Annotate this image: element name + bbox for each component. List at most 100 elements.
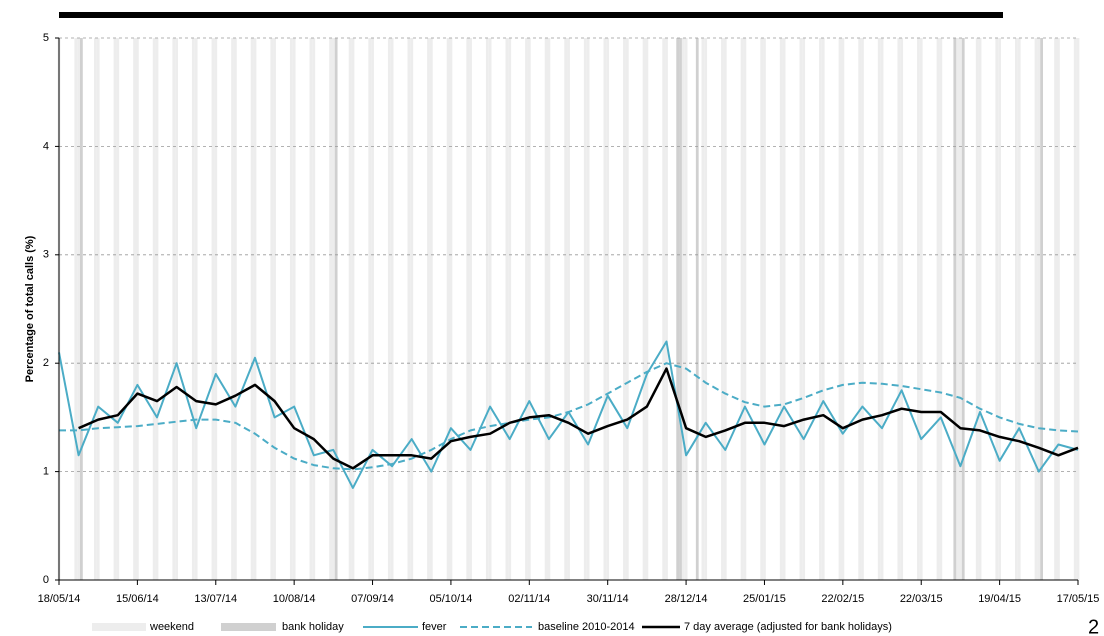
weekend-band: [723, 38, 727, 580]
weekend-band: [704, 38, 708, 580]
weekend-band: [861, 38, 864, 580]
y-tick-label: 4: [43, 140, 49, 152]
legend-label: baseline 2010-2014: [538, 621, 635, 633]
legend-label: fever: [422, 621, 447, 633]
weekend-band: [877, 38, 881, 580]
weekend-band: [331, 38, 335, 580]
weekend-band: [368, 38, 372, 580]
x-tick-label: 22/02/15: [821, 593, 864, 605]
x-tick-label: 22/03/15: [900, 593, 943, 605]
bank-holiday-band: [1040, 38, 1044, 580]
weekend-band: [821, 38, 825, 580]
weekend-band: [449, 38, 453, 580]
weekend-band: [665, 38, 668, 580]
weekend-band: [233, 38, 237, 580]
weekend-band: [763, 38, 766, 580]
weekend-band: [1034, 38, 1038, 580]
weekend-band: [998, 38, 1002, 580]
weekend-band: [1076, 38, 1080, 580]
weekend-band: [387, 38, 391, 580]
weekend-band: [917, 38, 920, 580]
x-tick-label: 10/08/14: [273, 593, 316, 605]
weekend-band: [113, 38, 117, 580]
y-tick-label: 0: [43, 574, 49, 586]
weekend-band: [779, 38, 783, 580]
weekend-band: [77, 38, 80, 580]
weekend-band: [446, 38, 450, 580]
weekend-band: [348, 38, 352, 580]
weekend-band: [289, 38, 293, 580]
y-tick-label: 3: [43, 249, 49, 261]
legend-swatch: [221, 623, 276, 631]
weekend-band: [116, 38, 120, 580]
weekend-band: [544, 38, 548, 580]
x-tick-label: 05/10/14: [430, 593, 473, 605]
weekend-band: [508, 38, 512, 580]
weekend-band: [603, 38, 607, 580]
weekend-band: [802, 38, 806, 580]
weekend-band: [194, 38, 198, 580]
bank-holiday-band: [79, 38, 83, 580]
weekend-band: [819, 38, 822, 580]
weekend-band: [919, 38, 923, 580]
weekend-band: [292, 38, 296, 580]
bank-holiday-band: [961, 38, 965, 580]
weekend-band: [270, 38, 274, 580]
weekend-band: [93, 38, 97, 580]
legend-label: weekend: [149, 621, 194, 633]
weekend-band: [96, 38, 100, 580]
bank-holiday-band: [695, 38, 699, 580]
series-line: [78, 367, 1079, 470]
bank-holiday-band: [334, 38, 338, 580]
weekend-band: [429, 38, 433, 580]
weekend-band: [743, 38, 747, 580]
weekend-band: [995, 38, 999, 580]
weekend-band: [407, 38, 411, 580]
weekend-band: [309, 38, 313, 580]
weekend-band: [838, 38, 842, 580]
weekend-band: [547, 38, 551, 580]
bands: [57, 38, 1080, 580]
weekend-band: [525, 38, 528, 580]
grid: [59, 37, 1078, 473]
weekend-band: [564, 38, 568, 580]
weekend-band: [211, 38, 215, 580]
weekend-band: [329, 38, 332, 580]
x-tick-label: 25/01/15: [743, 593, 786, 605]
page-number: 2: [1088, 616, 1099, 636]
weekend-band: [214, 38, 218, 580]
x-tick-label: 30/11/14: [587, 593, 629, 605]
weekend-band: [841, 38, 845, 580]
weekend-band: [623, 38, 626, 580]
weekend-band: [760, 38, 764, 580]
weekend-band: [485, 38, 489, 580]
header-bar: [59, 12, 1003, 18]
y-tick-label: 5: [43, 32, 49, 44]
weekend-band: [488, 38, 492, 580]
weekend-band: [567, 38, 570, 580]
weekend-band: [135, 38, 139, 580]
legend-swatch: [92, 623, 146, 631]
weekend-band: [959, 38, 962, 580]
weekend-band: [939, 38, 943, 580]
weekend-band: [1017, 38, 1021, 580]
bank-holiday-band: [676, 38, 680, 580]
weekend-band: [152, 38, 156, 580]
weekend-band: [684, 38, 688, 580]
weekend-band: [606, 38, 610, 580]
bank-holiday-band: [679, 38, 682, 580]
axes: 0 1 2 3 4 5 18/05/14 15/06/14 13/07/14 10/08/14 07…: [38, 32, 1100, 605]
weekend-band: [74, 38, 78, 580]
weekend-band: [410, 38, 414, 580]
weekend-band: [782, 38, 786, 580]
y-tick-label: 2: [43, 357, 49, 369]
weekend-band: [273, 38, 276, 580]
weekend-band: [527, 38, 531, 580]
weekend-band: [1037, 38, 1041, 580]
weekend-band: [721, 38, 724, 580]
weekend-band: [1054, 38, 1058, 580]
weekend-band: [466, 38, 470, 580]
weekend-band: [740, 38, 744, 580]
weekend-band: [1073, 38, 1077, 580]
y-axis-title: Percentage of total calls (%): [24, 235, 36, 382]
